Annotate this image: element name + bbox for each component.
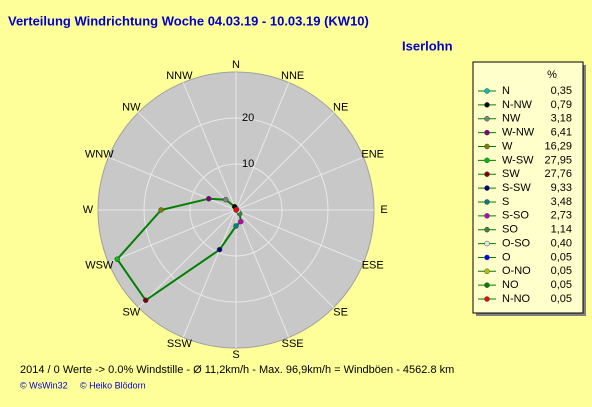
chart-subtitle: Iserlohn xyxy=(402,38,453,53)
axis-label: N xyxy=(232,59,240,71)
spoke xyxy=(235,209,364,264)
axis-label: S xyxy=(232,349,239,361)
legend-value: 1,14 xyxy=(551,224,572,236)
legend-label: NO xyxy=(502,279,519,291)
legend-value: 0,40 xyxy=(551,237,572,249)
data-point xyxy=(142,297,149,304)
legend-label: S-SW xyxy=(502,182,531,194)
legend-marker xyxy=(484,282,490,288)
footer: 2014 / 0 Werte -> 0.0% Windstille - Ø 11… xyxy=(20,364,454,376)
legend-marker xyxy=(484,143,490,150)
data-point xyxy=(238,218,244,225)
legend-value: 3,18 xyxy=(551,113,572,125)
legend-value: 3,48 xyxy=(551,196,572,208)
spoke xyxy=(138,112,237,211)
axis-label: SSW xyxy=(167,338,193,350)
data-point xyxy=(206,195,212,202)
legend-value: 2,73 xyxy=(551,210,572,222)
credit: © Heiko Blödorn xyxy=(80,380,146,390)
axis-label: SW xyxy=(122,306,140,318)
r-tick-label: 10 xyxy=(242,158,254,170)
r-tick-label: 20 xyxy=(242,112,254,124)
spoke xyxy=(108,156,237,211)
legend-title: % xyxy=(547,69,557,81)
legend-marker xyxy=(484,171,490,177)
data-point xyxy=(114,256,120,262)
legend-label: N-NO xyxy=(502,293,531,305)
legend-marker xyxy=(484,102,490,108)
legend-value: 0,05 xyxy=(551,279,572,291)
legend-label: N-NW xyxy=(502,99,533,111)
legend-value: 0,05 xyxy=(551,293,572,305)
data-point xyxy=(233,223,239,229)
legend-label: W-SW xyxy=(502,154,534,166)
axis-label: ENE xyxy=(361,148,384,160)
axis-label: NNW xyxy=(166,70,193,82)
axis-label: NW xyxy=(122,101,141,113)
legend-label: SW xyxy=(502,168,520,180)
legend-marker xyxy=(484,115,490,122)
legend-marker xyxy=(484,213,490,219)
spoke xyxy=(182,82,237,211)
legend-label: SO xyxy=(502,224,518,236)
axis-label: SE xyxy=(333,306,348,318)
legend-marker xyxy=(484,240,490,247)
legend-label: W-NW xyxy=(502,127,535,139)
legend-value: 0,79 xyxy=(551,99,572,111)
axis-label: ESE xyxy=(362,259,384,271)
spoke xyxy=(235,156,364,211)
legend-label: S xyxy=(502,196,509,208)
axis-label: SSE xyxy=(282,338,304,350)
legend-marker xyxy=(484,254,490,261)
data-point xyxy=(222,196,229,203)
spoke xyxy=(108,209,237,264)
data-point xyxy=(216,246,223,253)
spoke xyxy=(182,209,237,338)
spoke xyxy=(235,82,290,211)
spoke xyxy=(138,209,237,308)
legend-marker xyxy=(484,296,490,302)
axis-label: WSW xyxy=(85,259,114,271)
legend-value: 0,05 xyxy=(551,265,572,277)
legend-value: 16,29 xyxy=(544,140,572,152)
axis-label: W xyxy=(83,204,94,216)
axis-label: E xyxy=(380,204,387,216)
legend-marker xyxy=(484,88,490,94)
spoke xyxy=(235,112,334,211)
legend-marker xyxy=(484,226,490,233)
legend-marker xyxy=(484,157,490,164)
legend-value: 6,41 xyxy=(551,127,572,139)
legend-value: 27,95 xyxy=(544,154,572,166)
credit: © WsWin32 xyxy=(20,380,68,390)
legend-value: 0,35 xyxy=(551,85,572,97)
legend-marker xyxy=(484,185,490,191)
legend-value: 27,76 xyxy=(544,168,572,180)
legend-label: O xyxy=(502,251,511,263)
legend-marker xyxy=(484,129,490,136)
data-point xyxy=(233,207,239,213)
legend-label: S-SO xyxy=(502,210,529,222)
spoke xyxy=(235,209,334,308)
legend-value: 9,33 xyxy=(551,182,572,194)
legend-value: 0,05 xyxy=(551,251,572,263)
chart-title: Verteilung Windrichtung Woche 04.03.19 -… xyxy=(8,13,369,28)
legend-label: NW xyxy=(502,113,521,125)
spoke xyxy=(235,209,290,338)
axis-label: NNE xyxy=(281,70,304,82)
axis-label: NE xyxy=(333,101,348,113)
legend-label: W xyxy=(502,140,513,152)
legend-label: O-SO xyxy=(502,237,531,249)
legend-marker xyxy=(484,268,490,275)
legend-label: N xyxy=(502,85,510,97)
legend-marker xyxy=(484,199,490,205)
legend-label: O-NO xyxy=(502,265,531,277)
data-point xyxy=(158,207,164,213)
axis-label: WNW xyxy=(85,148,114,160)
